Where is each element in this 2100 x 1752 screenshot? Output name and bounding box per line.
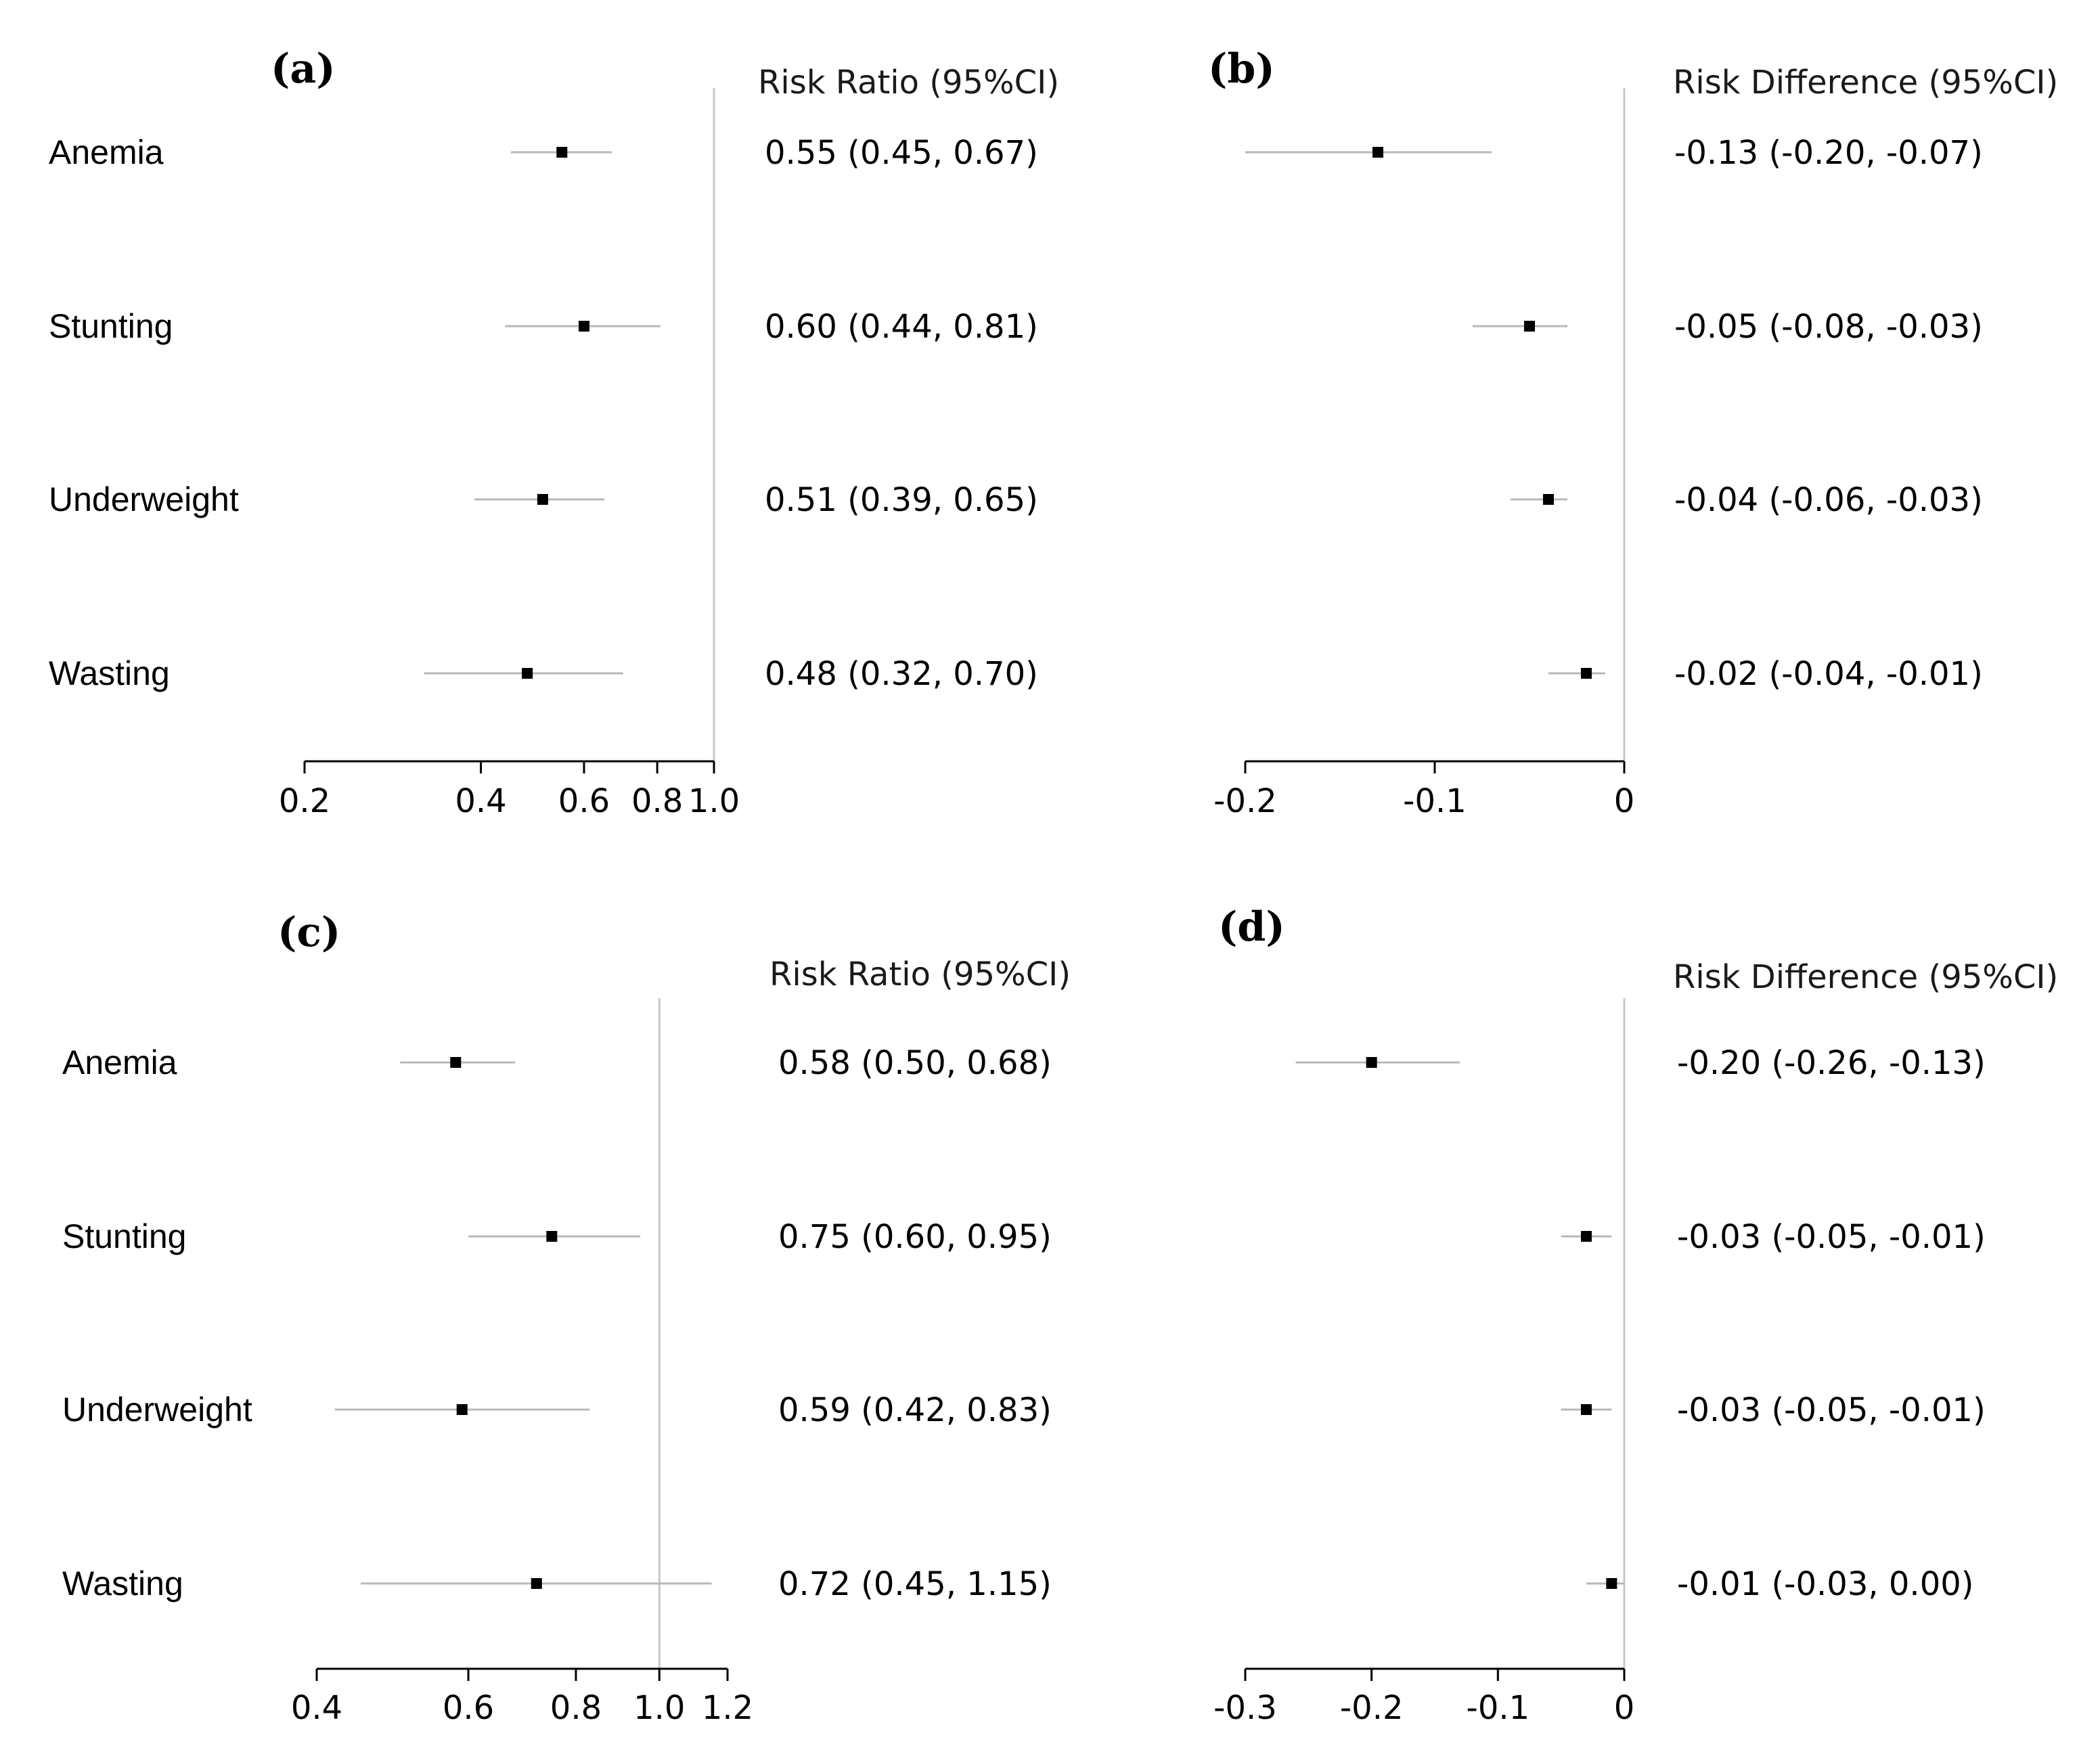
panel-letter: (a) <box>271 45 336 93</box>
point-estimate <box>1543 494 1554 505</box>
x-tick-label: 0.2 <box>279 782 330 820</box>
point-estimate <box>531 1578 542 1589</box>
point-estimate <box>578 321 589 332</box>
x-tick-label: -0.1 <box>1467 1689 1530 1727</box>
point-estimate <box>546 1231 558 1242</box>
x-tick-label: 0.6 <box>443 1689 494 1727</box>
x-tick-label: 0.4 <box>455 782 506 820</box>
estimate-text: -0.04 (-0.06, -0.03) <box>1674 481 1983 519</box>
estimate-text: -0.03 (-0.05, -0.01) <box>1677 1218 1986 1256</box>
row-label: Anemia <box>62 1043 177 1081</box>
row-label: Stunting <box>62 1217 186 1255</box>
estimate-text: 0.60 (0.44, 0.81) <box>765 308 1038 346</box>
row-label: Underweight <box>62 1391 252 1429</box>
x-tick-label: -0.2 <box>1340 1689 1404 1727</box>
estimate-text: 0.58 (0.50, 0.68) <box>778 1044 1052 1082</box>
x-tick-label: 0.8 <box>631 782 683 820</box>
column-header: Risk Ratio (95%CI) <box>758 64 1059 102</box>
panel-b: (b) Risk Difference (95%CI) -0.13 (-0.20, … <box>1208 45 2058 820</box>
point-estimate <box>456 1404 468 1415</box>
point-estimate <box>1372 147 1383 158</box>
estimate-text: 0.51 (0.39, 0.65) <box>765 481 1038 519</box>
column-header: Risk Ratio (95%CI) <box>769 956 1071 993</box>
point-estimate <box>1581 1404 1592 1415</box>
x-tick-label: 0 <box>1614 782 1635 820</box>
point-estimate <box>522 668 533 679</box>
estimate-text: -0.13 (-0.20, -0.07) <box>1674 134 1983 172</box>
x-tick-label: 1.0 <box>633 1689 685 1727</box>
row-label: Underweight <box>49 480 239 518</box>
estimate-text: -0.20 (-0.26, -0.13) <box>1677 1044 1986 1082</box>
panel-letter: (d) <box>1218 903 1285 951</box>
x-tick-label: -0.3 <box>1213 1689 1277 1727</box>
estimate-text: 0.72 (0.45, 1.15) <box>778 1565 1052 1603</box>
row-label: Anemia <box>49 133 164 171</box>
row-label: Wasting <box>49 654 170 692</box>
x-tick-label: 1.0 <box>688 782 740 820</box>
point-estimate <box>556 147 568 158</box>
x-tick-label: 0.6 <box>558 782 610 820</box>
x-tick-label: -0.1 <box>1403 782 1467 820</box>
estimate-text: 0.48 (0.32, 0.70) <box>765 655 1038 693</box>
x-tick-label: 1.2 <box>702 1689 753 1727</box>
estimate-text: 0.75 (0.60, 0.95) <box>778 1218 1052 1256</box>
panel-d: (d) Risk Difference (95%CI) -0.20 (-0.26, … <box>1213 903 2058 1727</box>
point-estimate <box>537 494 548 505</box>
x-tick-label: 0 <box>1614 1689 1635 1727</box>
point-estimate <box>1581 668 1592 679</box>
estimate-text: -0.02 (-0.04, -0.01) <box>1674 655 1983 693</box>
point-estimate <box>1581 1231 1592 1242</box>
estimate-text: -0.03 (-0.05, -0.01) <box>1677 1391 1986 1429</box>
point-estimate <box>1524 321 1535 332</box>
estimate-text: -0.05 (-0.08, -0.03) <box>1674 308 1983 346</box>
estimate-text: 0.59 (0.42, 0.83) <box>778 1391 1052 1429</box>
point-estimate <box>450 1057 462 1068</box>
panel-letter: (c) <box>277 909 340 956</box>
row-label: Wasting <box>62 1565 183 1602</box>
x-tick-label: 0.8 <box>550 1689 602 1727</box>
panel-a: (a) Risk Ratio (95%CI) Anemia 0.55 (0.45, 0… <box>49 45 1059 820</box>
row-label: Stunting <box>49 307 173 345</box>
x-tick-label: -0.2 <box>1213 782 1277 820</box>
panel-letter: (b) <box>1208 45 1275 93</box>
point-estimate <box>1606 1578 1617 1589</box>
column-header: Risk Difference (95%CI) <box>1673 64 2058 102</box>
estimate-text: 0.55 (0.45, 0.67) <box>765 134 1038 172</box>
estimate-text: -0.01 (-0.03, 0.00) <box>1677 1565 1974 1603</box>
column-header: Risk Difference (95%CI) <box>1673 958 2058 996</box>
panel-c: (c) Risk Ratio (95%CI) Anemia 0.58 (0.50, 0… <box>62 909 1071 1727</box>
point-estimate <box>1366 1057 1377 1068</box>
x-tick-label: 0.4 <box>291 1689 342 1727</box>
